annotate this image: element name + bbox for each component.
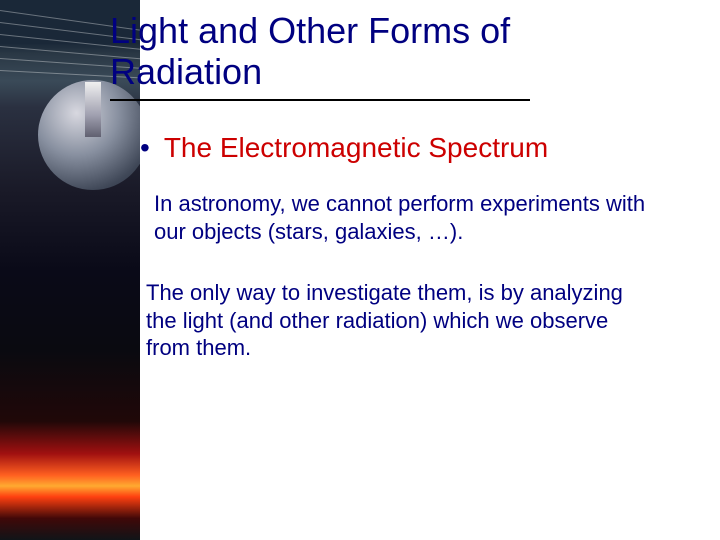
slide-content: Light and Other Forms of Radiation • The… [110, 10, 700, 396]
bullet-text: The Electromagnetic Spectrum [164, 131, 548, 165]
paragraph-2: The only way to investigate them, is by … [146, 279, 656, 362]
paragraph-1: In astronomy, we cannot perform experime… [154, 190, 664, 245]
bullet-item: • The Electromagnetic Spectrum [140, 131, 680, 165]
bullet-marker: • [140, 134, 150, 162]
slide-title: Light and Other Forms of Radiation [110, 10, 530, 101]
